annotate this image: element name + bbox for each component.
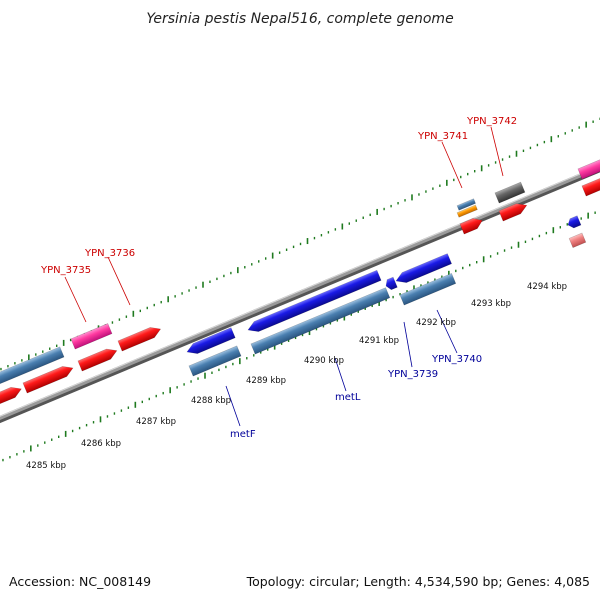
feature-red-right[interactable] — [581, 177, 600, 197]
connector-ypn-3740 — [436, 309, 458, 354]
label-connectors — [64, 126, 504, 427]
feature-pink-3735[interactable] — [70, 323, 113, 350]
feature-blue-right[interactable] — [566, 215, 582, 230]
gene-label-ypn-3736[interactable]: YPN_3736 — [84, 248, 135, 259]
feature-steelblue-left[interactable] — [0, 346, 65, 388]
connector-ypn-3739 — [403, 321, 413, 368]
connector-ypn-3735 — [64, 276, 87, 323]
connector-metl — [334, 357, 347, 392]
accession-text: Accession: NC_008149 — [9, 574, 151, 589]
scale-label: 4291 kbp — [359, 336, 399, 346]
feature-steelblue-3739[interactable] — [399, 273, 457, 306]
connector-ypn-3742 — [490, 126, 504, 177]
feature-gray-3742[interactable] — [494, 181, 526, 204]
backbone — [0, 165, 600, 424]
feature-red-left-a[interactable] — [22, 363, 75, 394]
feature-steelblue-3741[interactable] — [456, 198, 476, 211]
features — [0, 159, 600, 408]
gene-label-ypn-3740[interactable]: YPN_3740 — [431, 354, 482, 365]
connector-ypn-3736 — [107, 256, 131, 306]
gene-label-metf[interactable]: metF — [230, 429, 256, 440]
scale-label: 4294 kbp — [527, 282, 567, 292]
feature-red-left-b[interactable] — [77, 346, 119, 372]
scale-label: 4292 kbp — [416, 318, 456, 328]
gene-labels: YPN_3735 YPN_3736 YPN_3741 YPN_3742 metF… — [40, 116, 517, 440]
scale-label: 4290 kbp — [304, 356, 344, 366]
scale-label: 4288 kbp — [191, 396, 231, 406]
feature-red-left-c[interactable] — [0, 384, 23, 408]
connector-metf — [225, 385, 241, 427]
scale-label: 4287 kbp — [136, 417, 176, 427]
feature-red-3736[interactable] — [117, 324, 163, 352]
feature-pink-right[interactable] — [577, 159, 600, 180]
scale-label: 4289 kbp — [246, 376, 286, 386]
feature-blue-metf-upper[interactable] — [185, 327, 236, 357]
feature-blue-3740[interactable] — [394, 253, 452, 287]
map-title: Yersinia pestis Nepal516, complete genom… — [146, 11, 453, 27]
feature-orange-3741[interactable] — [456, 204, 478, 218]
feature-blue-small[interactable] — [384, 276, 398, 291]
gene-label-ypn-3742[interactable]: YPN_3742 — [466, 116, 517, 127]
feature-salmon-right[interactable] — [568, 232, 587, 248]
topology-text: Topology: circular; Length: 4,534,590 bp… — [246, 574, 590, 589]
gene-label-ypn-3739[interactable]: YPN_3739 — [387, 369, 438, 380]
feature-steelblue-metf[interactable] — [188, 345, 242, 377]
scale-label: 4285 kbp — [26, 461, 66, 471]
feature-red-3742[interactable] — [498, 200, 529, 222]
scale-labels: 4285 kbp 4286 kbp 4287 kbp 4288 kbp 4289… — [26, 282, 567, 471]
backbone-line — [0, 165, 600, 420]
scale-label: 4293 kbp — [471, 299, 511, 309]
feature-red-3741[interactable] — [459, 215, 485, 235]
feature-steelblue-metl[interactable] — [250, 287, 391, 355]
connector-ypn-3741 — [441, 141, 463, 189]
feature-blue-metl[interactable] — [246, 269, 382, 335]
gene-label-metl[interactable]: metL — [335, 392, 361, 403]
gene-label-ypn-3735[interactable]: YPN_3735 — [40, 265, 91, 276]
gene-label-ypn-3741[interactable]: YPN_3741 — [417, 131, 468, 142]
scale-label: 4286 kbp — [81, 439, 121, 449]
backbone-highlight — [0, 165, 600, 417]
